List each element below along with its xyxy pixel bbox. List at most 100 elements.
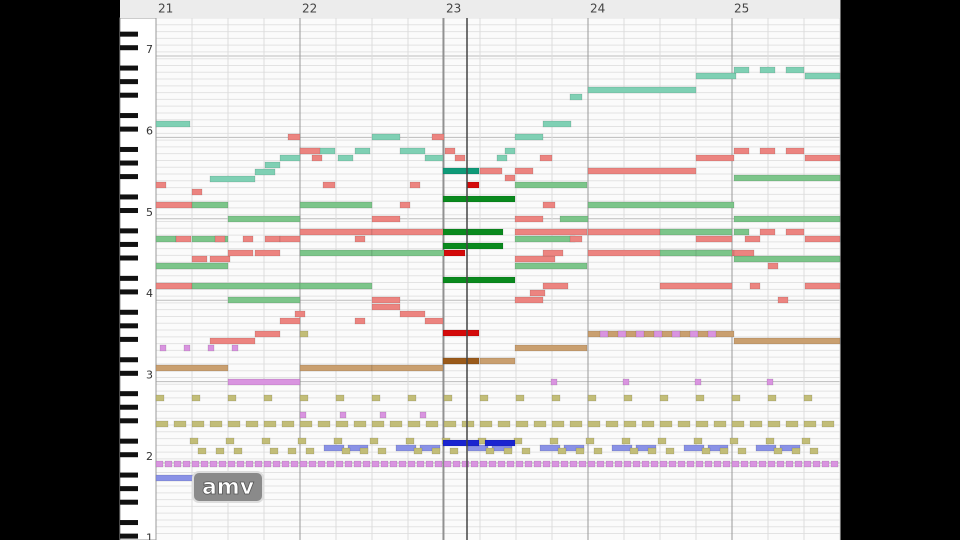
note: [354, 235, 366, 243]
note: [785, 228, 805, 236]
note: [804, 154, 841, 162]
note: [569, 420, 583, 428]
note: [641, 420, 655, 428]
octave-label: 3: [146, 369, 153, 382]
note: [759, 66, 776, 74]
note: [442, 249, 466, 257]
note: [279, 235, 301, 243]
note: [650, 460, 659, 468]
note: [371, 228, 445, 236]
note: [183, 344, 191, 352]
note: [731, 460, 740, 468]
note: [231, 344, 239, 352]
note: [585, 437, 595, 445]
note: [758, 460, 767, 468]
note: [560, 460, 569, 468]
note: [299, 394, 309, 402]
note: [729, 437, 739, 445]
note: [227, 378, 301, 386]
note: [695, 235, 733, 243]
note: [659, 460, 668, 468]
note: [191, 255, 208, 263]
note: [159, 344, 167, 352]
note: [514, 215, 544, 223]
note: [214, 235, 226, 243]
note: [155, 201, 193, 209]
note: [542, 201, 556, 209]
note: [371, 364, 444, 372]
keyboard: 7 6 5 4 3 2 1: [119, 17, 157, 540]
note: [379, 411, 387, 419]
note: [733, 228, 750, 236]
note: [305, 447, 315, 455]
note: [335, 394, 345, 402]
note: [821, 460, 830, 468]
note: [425, 460, 434, 468]
note: [227, 460, 236, 468]
note: [804, 235, 841, 243]
watermark-text: amv: [202, 475, 255, 500]
black-key: [120, 404, 138, 410]
note: [454, 154, 466, 162]
note: [514, 262, 588, 270]
note: [261, 437, 271, 445]
note: [504, 174, 516, 182]
note: [380, 460, 389, 468]
black-key: [120, 79, 138, 85]
note: [497, 460, 506, 468]
note: [677, 420, 691, 428]
note: [371, 296, 401, 304]
note: [442, 167, 480, 175]
note: [504, 147, 516, 155]
note: [496, 154, 508, 162]
note: [551, 460, 560, 468]
note: [155, 394, 165, 402]
note: [207, 344, 215, 352]
note: [599, 330, 609, 338]
note: [431, 447, 441, 455]
note: [155, 262, 229, 270]
black-key: [120, 45, 138, 51]
note: [659, 394, 669, 402]
note: [399, 201, 411, 209]
note: [578, 460, 587, 468]
note: [587, 167, 697, 175]
note: [191, 394, 201, 402]
note: [629, 447, 639, 455]
note: [341, 447, 351, 455]
note: [529, 289, 546, 297]
note: [395, 444, 417, 452]
note: [173, 420, 187, 428]
note: [197, 447, 207, 455]
note: [155, 181, 167, 189]
note: [569, 235, 583, 243]
note: [254, 249, 281, 257]
note: [812, 460, 821, 468]
black-key: [120, 241, 138, 247]
note: [785, 460, 794, 468]
note: [209, 175, 256, 183]
note: [614, 460, 623, 468]
note: [809, 447, 819, 455]
note: [452, 460, 461, 468]
note: [695, 249, 733, 257]
note: [695, 154, 735, 162]
note: [371, 215, 401, 223]
black-key: [120, 160, 138, 166]
note: [542, 282, 569, 290]
note: [767, 460, 776, 468]
note: [659, 228, 733, 236]
note: [371, 249, 445, 257]
note: [335, 420, 349, 428]
note: [227, 215, 301, 223]
black-key: [120, 472, 138, 478]
note: [759, 228, 776, 236]
octave-label: 4: [146, 287, 153, 300]
notes: [155, 66, 841, 482]
note: [542, 249, 564, 257]
note: [740, 460, 749, 468]
note: [416, 460, 425, 468]
note: [290, 460, 299, 468]
note: [209, 337, 256, 345]
note: [665, 447, 675, 455]
